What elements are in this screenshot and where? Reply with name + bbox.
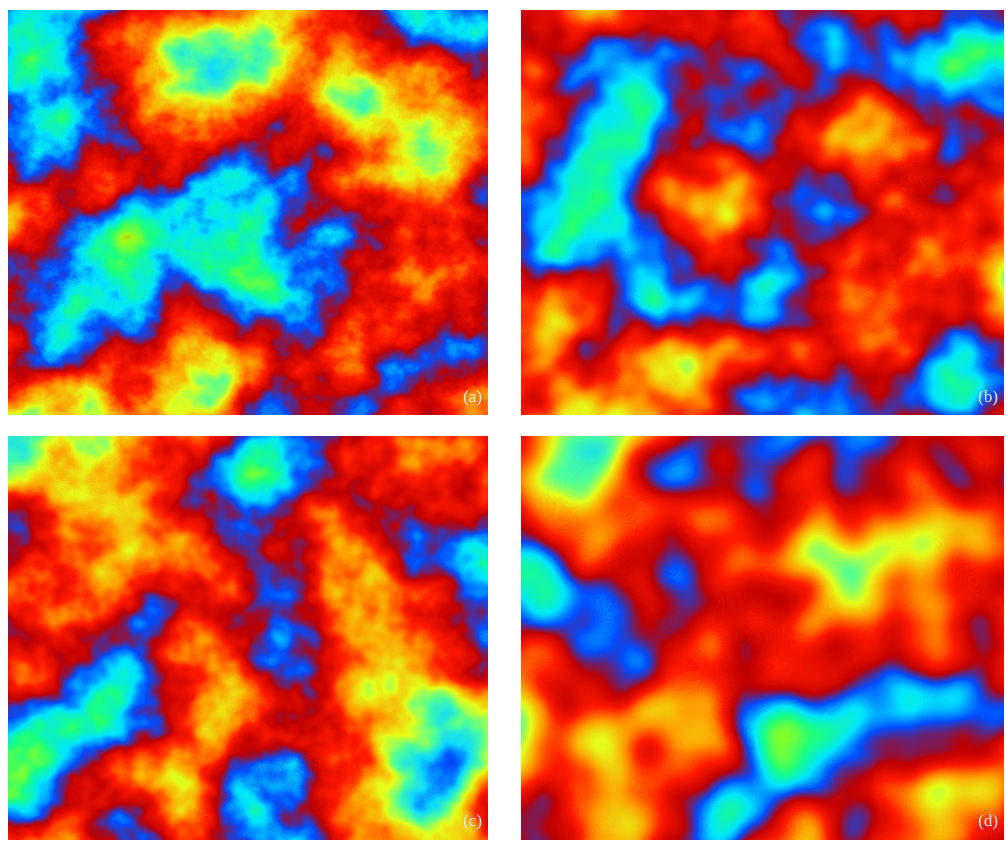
panel-label: (c)	[463, 811, 482, 830]
panel-d: (d)	[521, 436, 1004, 840]
page: (a) (b) (c) (d) (() => { const data = JS…	[0, 0, 1006, 841]
panel-label: (a)	[463, 387, 482, 406]
panel-c: (c)	[8, 436, 488, 840]
figure: (a) (b) (c) (d)	[0, 0, 1006, 841]
panel-label: (b)	[978, 387, 998, 406]
panel-label: (d)	[978, 811, 998, 830]
interferogram-image	[521, 10, 1004, 415]
panel-a: (a)	[8, 10, 488, 415]
panel-b: (b)	[521, 10, 1004, 415]
interferogram-image	[8, 10, 488, 415]
interferogram-image	[521, 436, 1004, 840]
interferogram-image	[8, 436, 488, 840]
